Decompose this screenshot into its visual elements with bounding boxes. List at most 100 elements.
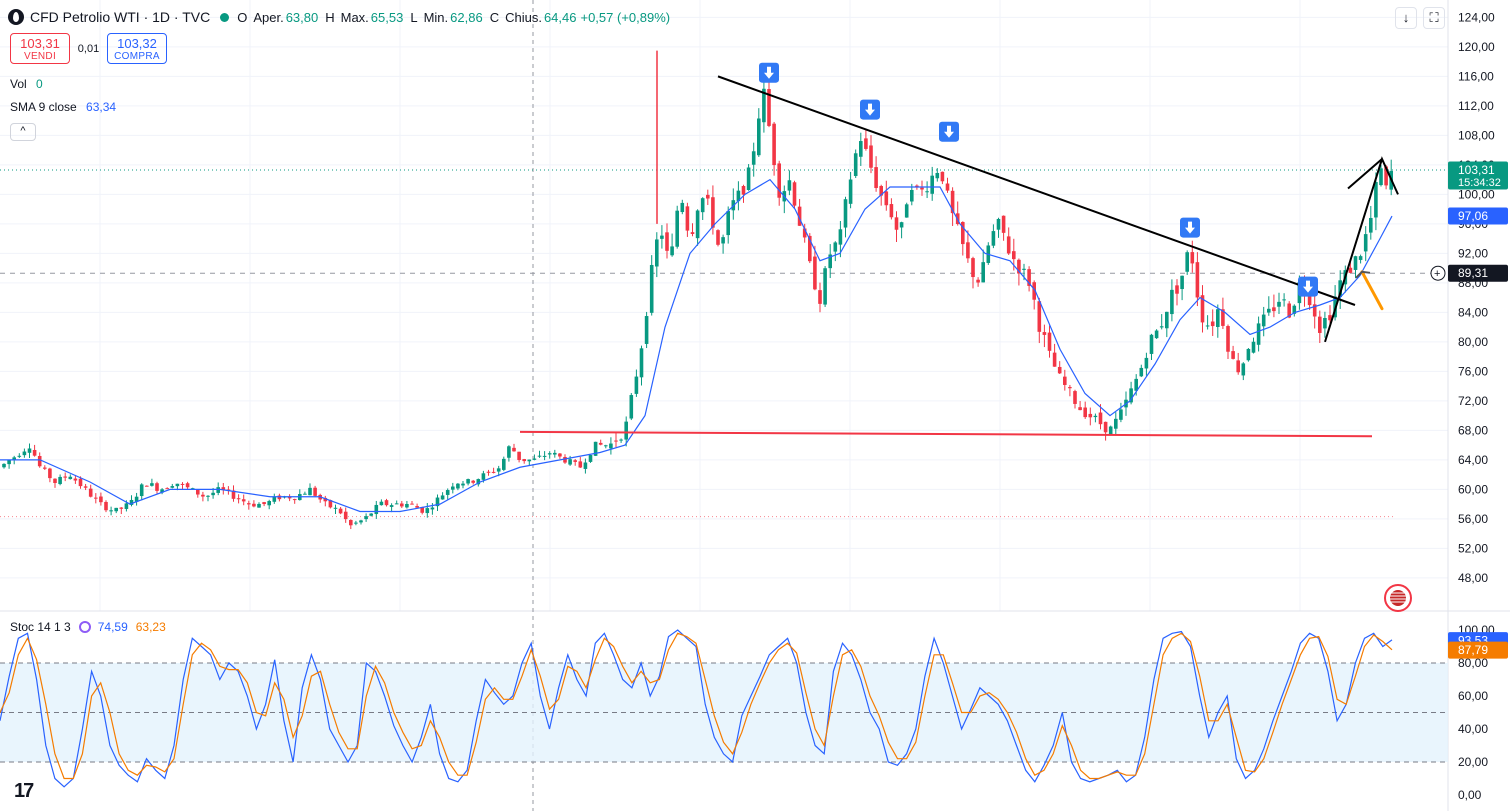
sell-signal-icon[interactable] <box>1298 276 1318 297</box>
close-value: 64,46 <box>543 9 577 25</box>
sma-label: SMA 9 close <box>10 100 77 114</box>
candle-body <box>838 229 843 245</box>
candle-body <box>1052 352 1057 367</box>
candle-body <box>1037 301 1042 332</box>
candle-body <box>578 461 583 468</box>
candle-body <box>711 197 715 228</box>
candle-body <box>792 182 797 206</box>
candle-body <box>925 191 929 193</box>
candle-body <box>762 88 766 123</box>
candle-body <box>384 500 389 506</box>
candle-body <box>813 256 817 290</box>
candle-body <box>517 451 521 460</box>
candle-body <box>695 210 700 239</box>
candle-body <box>145 485 149 487</box>
candle-body <box>1114 418 1118 429</box>
candle-body <box>2 463 6 468</box>
price-axis[interactable]: 124,00120,00116,00112,00108,00104,00100,… <box>1430 10 1508 585</box>
candle-body <box>420 507 424 513</box>
candle-body <box>134 496 139 502</box>
candle-body <box>369 513 373 516</box>
candle-body <box>461 483 465 486</box>
support-line[interactable] <box>519 430 1373 438</box>
price-tick-label: 112,00 <box>1458 99 1494 113</box>
refresh-icon[interactable] <box>78 621 91 633</box>
high-value: 65,53 <box>370 9 404 25</box>
candle-body <box>1221 309 1225 326</box>
stoch-legend[interactable]: Stoc 14 1 3 74,59 63,23 <box>10 620 166 634</box>
candle-body <box>864 138 868 149</box>
us-flag-icon[interactable] <box>1384 584 1412 612</box>
candle-body <box>823 268 827 305</box>
candle-body <box>976 279 980 283</box>
candle-body <box>7 460 11 465</box>
fullscreen-button[interactable]: ⛶ <box>1423 7 1445 29</box>
price-tick-label: 108,00 <box>1458 128 1495 142</box>
price-tick-label: 120,00 <box>1458 40 1495 54</box>
sell-signal-icon[interactable] <box>759 62 779 83</box>
candle-body <box>700 198 705 213</box>
trade-buttons: 103,31 VENDI 0,01 103,32 COMPRA <box>10 33 167 64</box>
candle-body <box>706 194 710 199</box>
candle-body <box>1358 256 1363 260</box>
sell-signal-icon[interactable] <box>939 121 959 142</box>
candle-body <box>73 478 78 481</box>
candle-body <box>604 445 608 447</box>
candle-body <box>435 497 440 507</box>
candle-body <box>537 455 542 457</box>
candle-body <box>655 239 659 267</box>
last-price-label-box <box>1448 161 1508 190</box>
candle-body <box>1103 421 1108 433</box>
candle-body <box>1312 304 1317 317</box>
candle-body <box>741 185 746 195</box>
resistance-trendline[interactable] <box>717 75 1356 306</box>
buy-label: COMPRA <box>114 51 160 62</box>
candle-body <box>124 503 129 509</box>
candle-body <box>430 507 435 510</box>
candle-body <box>364 516 368 520</box>
price-tick-label: 64,00 <box>1458 453 1488 467</box>
candle-body <box>486 471 491 473</box>
sell-button[interactable]: 103,31 VENDI <box>10 33 70 64</box>
candle-body <box>685 206 690 231</box>
volume-legend[interactable]: Vol 0 <box>10 77 43 91</box>
buy-button[interactable]: 103,32 COMPRA <box>107 33 167 64</box>
candle-body <box>139 484 144 497</box>
open-value: 63,80 <box>285 9 319 25</box>
symbol-title[interactable]: CFD Petrolio WTI · 1D · TVC <box>30 9 211 25</box>
open-label: O <box>237 9 248 25</box>
sma-legend[interactable]: SMA 9 close 63,34 <box>10 100 116 114</box>
collapse-legend-button[interactable]: ^ <box>10 123 36 141</box>
candle-body <box>1134 378 1138 391</box>
candle-body <box>1353 256 1358 270</box>
sma-value: 63,34 <box>86 100 117 114</box>
add-alert-icon[interactable] <box>1430 265 1446 281</box>
wedge-upper-line[interactable] <box>1347 158 1383 190</box>
candle-body <box>915 185 919 187</box>
candle-body <box>843 199 848 228</box>
sell-signal-icon[interactable] <box>1180 217 1200 238</box>
stoch-d-value: 63,23 <box>135 620 166 634</box>
sell-signal-icon[interactable] <box>860 99 880 120</box>
candle-body <box>818 290 822 304</box>
candle-body <box>1175 285 1179 294</box>
candle-body <box>379 501 384 506</box>
volume-label: Vol <box>10 77 27 91</box>
price-tick-label: 60,00 <box>1458 482 1488 496</box>
candle-body <box>1379 168 1383 186</box>
candle-body <box>481 473 486 480</box>
download-button[interactable]: ↓ <box>1395 7 1417 29</box>
candle-body <box>27 448 32 453</box>
candle-body <box>216 487 220 493</box>
stoch-d-line <box>0 632 1393 780</box>
candle-body <box>1022 268 1026 270</box>
candle-body <box>58 476 62 485</box>
candle-body <box>1374 182 1378 218</box>
candle-body <box>1032 282 1036 300</box>
candle-body <box>1154 330 1159 339</box>
open-prefix: Aper. <box>253 9 284 25</box>
candle-body <box>553 452 557 455</box>
candle-body <box>940 171 945 182</box>
